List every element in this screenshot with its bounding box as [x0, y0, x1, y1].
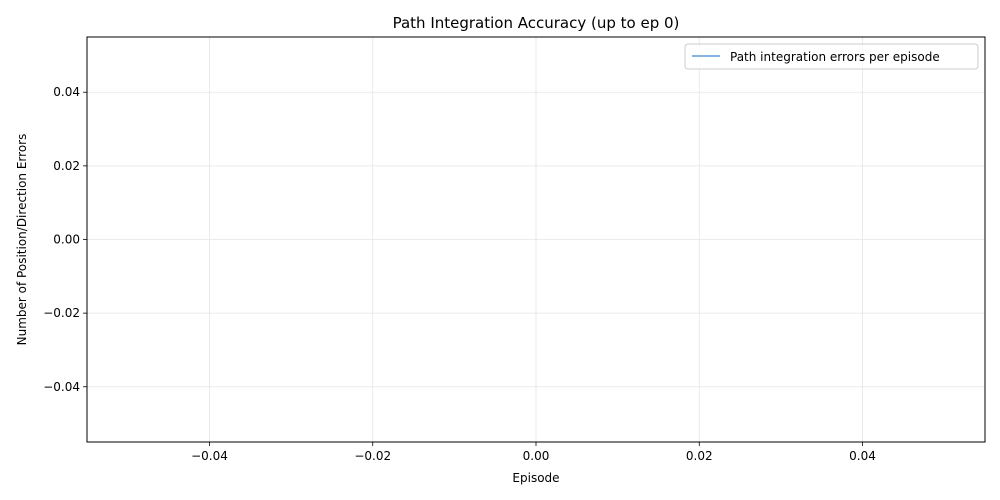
chart-title: Path Integration Accuracy (up to ep 0)	[393, 14, 680, 32]
legend: Path integration errors per episode	[684, 43, 979, 70]
y-tick-label: −0.04	[43, 380, 80, 394]
x-axis-label: Episode	[512, 471, 559, 485]
grid-layer	[87, 37, 985, 442]
y-tick-label: 0.02	[53, 159, 80, 173]
y-tick-label: −0.02	[43, 306, 80, 320]
x-tick-label: −0.02	[354, 449, 391, 463]
x-tick-label: 0.02	[686, 449, 713, 463]
x-tick-label: 0.04	[849, 449, 876, 463]
tick-layer: −0.04 −0.02 0.00 0.02 0.04 −0.04 −0.02 0.00 0.02…	[43, 85, 876, 463]
y-axis-label: Number of Position/Direction Errors	[15, 134, 29, 346]
y-tick-label: 0.04	[53, 85, 80, 99]
x-tick-label: −0.04	[191, 449, 228, 463]
legend-label: Path integration errors per episode	[730, 50, 940, 64]
x-tick-label: 0.00	[523, 449, 550, 463]
legend-box	[684, 43, 979, 70]
y-tick-label: 0.00	[53, 233, 80, 247]
